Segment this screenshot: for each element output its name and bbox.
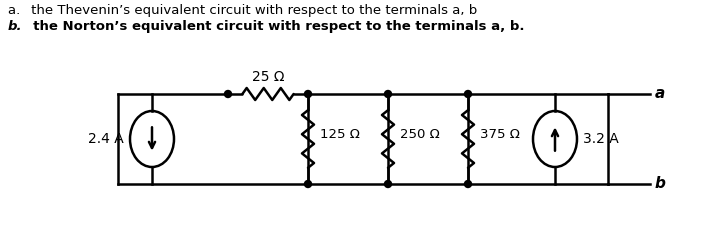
Text: 2.4 A: 2.4 A xyxy=(88,132,124,146)
Circle shape xyxy=(305,90,311,98)
Text: b.: b. xyxy=(8,20,22,33)
Text: b: b xyxy=(655,176,666,192)
Text: 125 Ω: 125 Ω xyxy=(320,129,360,142)
Circle shape xyxy=(305,180,311,187)
Circle shape xyxy=(464,90,472,98)
Text: a.  the Thevenin’s equivalent circuit with respect to the terminals a, b: a. the Thevenin’s equivalent circuit wit… xyxy=(8,4,477,17)
Text: 375 Ω: 375 Ω xyxy=(480,129,520,142)
Circle shape xyxy=(385,180,392,187)
Text: 25 Ω: 25 Ω xyxy=(252,70,284,84)
Text: 3.2 A: 3.2 A xyxy=(583,132,619,146)
Text: 250 Ω: 250 Ω xyxy=(400,129,440,142)
Text: the Norton’s equivalent circuit with respect to the terminals a, b.: the Norton’s equivalent circuit with res… xyxy=(22,20,524,33)
Circle shape xyxy=(385,90,392,98)
Text: a: a xyxy=(655,86,665,102)
Circle shape xyxy=(224,90,232,98)
Circle shape xyxy=(464,180,472,187)
